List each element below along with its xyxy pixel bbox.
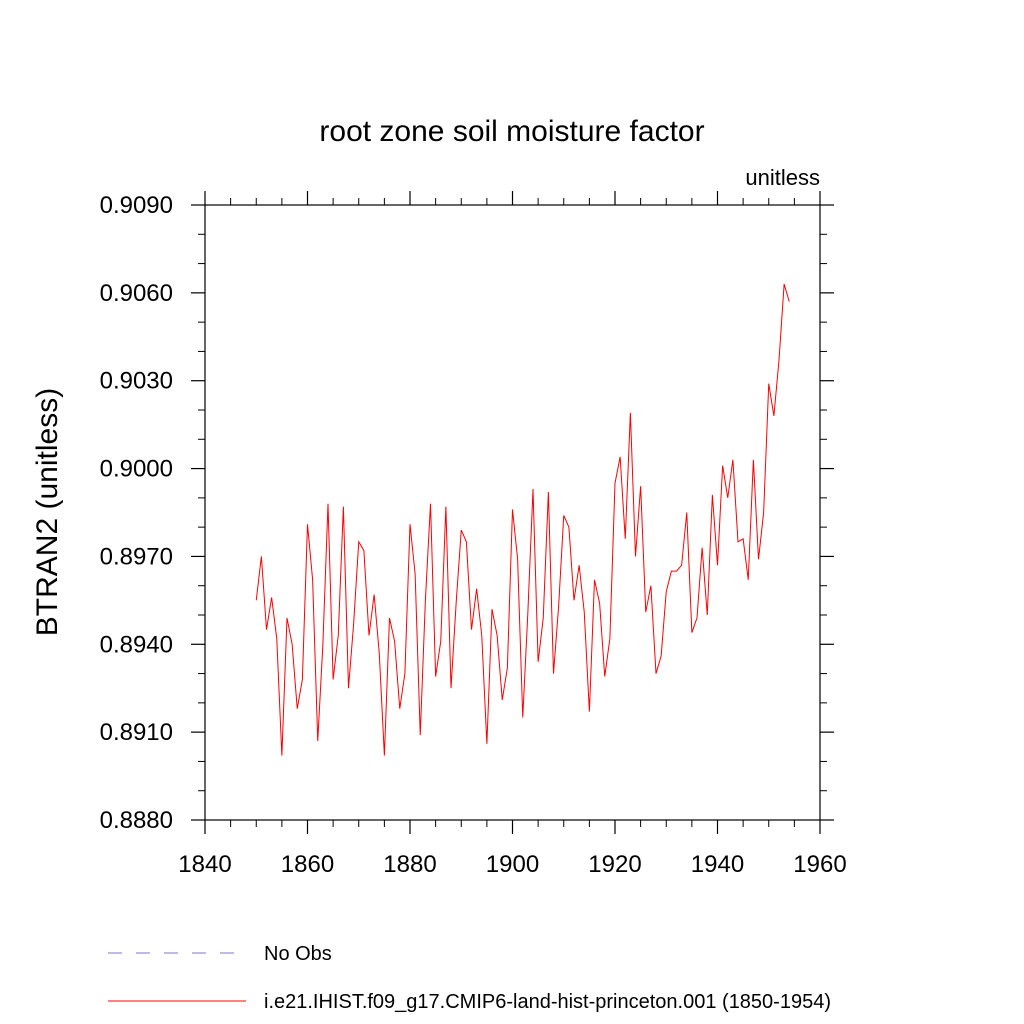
x-axis-ticks: 1840 1860 1880 1900 1920 1940 1960 bbox=[178, 191, 847, 878]
y-tick-label: 0.8940 bbox=[100, 631, 173, 658]
y-tick-label: 0.8910 bbox=[100, 719, 173, 746]
x-tick-label: 1940 bbox=[691, 851, 744, 878]
y-tick-label: 0.9030 bbox=[100, 368, 173, 395]
plot-frame bbox=[204, 204, 821, 821]
x-tick-label: 1900 bbox=[486, 851, 539, 878]
legend-label-no-obs: No Obs bbox=[264, 943, 332, 965]
chart-title: root zone soil moisture factor bbox=[319, 115, 704, 148]
y-tick-label: 0.9000 bbox=[100, 456, 173, 483]
x-tick-label: 1860 bbox=[281, 851, 334, 878]
y-tick-label: 0.9060 bbox=[100, 280, 173, 307]
x-tick-label: 1840 bbox=[178, 851, 231, 878]
x-tick-label: 1960 bbox=[793, 851, 846, 878]
y-tick-label: 0.8970 bbox=[100, 543, 173, 570]
y-axis-ticks: 0.8880 0.8910 0.8940 0.8970 0.9000 0.9030 0.90… bbox=[100, 192, 834, 834]
series-line bbox=[255, 283, 790, 756]
x-tick-label: 1920 bbox=[588, 851, 641, 878]
x-tick-label: 1880 bbox=[383, 851, 436, 878]
legend-label-model-run: i.e21.IHIST.f09_g17.CMIP6-land-hist-prin… bbox=[264, 991, 831, 1013]
series-group bbox=[255, 283, 790, 756]
legend: No Obs i.e21.IHIST.f09_g17.CMIP6-land-hi… bbox=[108, 943, 831, 1013]
y-tick-label: 0.8880 bbox=[100, 807, 173, 834]
y-axis-label: BTRAN2 (unitless) bbox=[31, 388, 64, 636]
y-tick-label: 0.9090 bbox=[100, 192, 173, 219]
units-label: unitless bbox=[745, 165, 820, 190]
